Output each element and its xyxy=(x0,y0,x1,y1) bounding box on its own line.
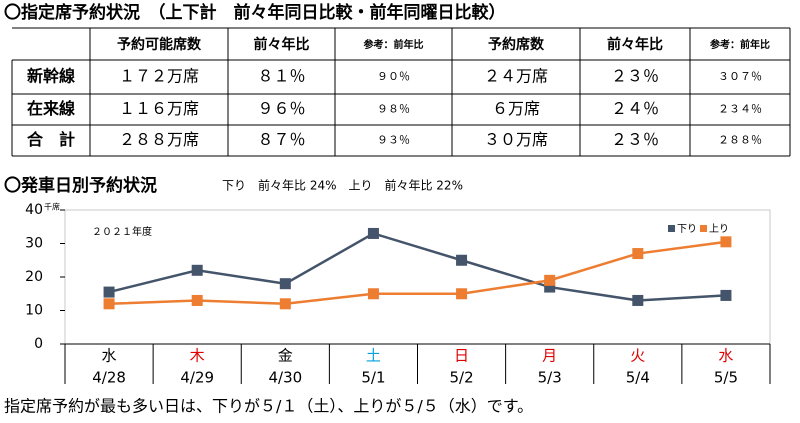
table-cell: ２８８％ xyxy=(718,134,762,147)
weekday-label: 水 xyxy=(102,347,117,365)
x-tick-label: 5/1 xyxy=(361,369,385,387)
marker xyxy=(720,289,732,301)
marker xyxy=(367,288,379,300)
table-header: 前々年比 xyxy=(607,36,663,53)
table-header: 予約可能席数 xyxy=(117,36,202,53)
legend-label: 上り xyxy=(709,223,729,235)
table-cell: ８７％ xyxy=(257,130,305,149)
marker xyxy=(279,278,291,290)
table-header: 参考：前年比 xyxy=(364,38,424,51)
table-cell: ９３％ xyxy=(377,134,410,147)
marker xyxy=(279,298,291,310)
marker xyxy=(456,288,468,300)
table-cell: １１６万席 xyxy=(119,99,199,118)
weekday-label: 水 xyxy=(718,347,733,365)
weekday-label: 土 xyxy=(366,347,381,365)
legend-label: 下り xyxy=(677,223,697,235)
series-line xyxy=(108,232,727,302)
table-cell: ９８％ xyxy=(377,103,410,116)
y-unit: 千席 xyxy=(44,202,60,212)
y-tick-label: 40 xyxy=(25,202,43,218)
table-cell: ６万席 xyxy=(492,99,540,118)
marker xyxy=(367,227,379,239)
legend-swatch xyxy=(700,225,707,232)
x-tick-label: 5/4 xyxy=(626,369,650,387)
table-cell: ３０７％ xyxy=(718,70,762,83)
series-line xyxy=(109,240,727,306)
table-cell: １７２万席 xyxy=(119,67,199,86)
y-tick-label: 30 xyxy=(25,236,43,252)
table-cell: 在来線 xyxy=(27,99,75,118)
table-header: 参考：前年比 xyxy=(710,38,770,51)
chart-heading: 〇発車日別予約状況 xyxy=(4,175,157,196)
marker xyxy=(720,236,732,248)
table-cell: ３０万席 xyxy=(484,130,548,149)
y-tick-label: 0 xyxy=(34,336,43,352)
table-cell: ２４万席 xyxy=(484,67,548,86)
x-tick-label: 5/3 xyxy=(538,369,562,387)
table-cell: ９６％ xyxy=(257,99,305,118)
marker xyxy=(544,274,556,286)
x-tick-label: 4/30 xyxy=(268,369,302,387)
table-cell: 新幹線 xyxy=(27,67,75,86)
table-cell: ２８８万席 xyxy=(119,130,199,149)
marker xyxy=(103,298,115,310)
weekday-label: 金 xyxy=(278,347,293,365)
table-cell: ２３％ xyxy=(611,67,659,86)
weekday-label: 月 xyxy=(542,347,557,365)
marker xyxy=(544,281,556,293)
table-cell: 合 計 xyxy=(27,130,75,149)
table-cell: ２３４％ xyxy=(718,103,762,116)
weekday-label: 木 xyxy=(190,347,205,365)
marker xyxy=(103,286,115,298)
x-tick-label: 5/2 xyxy=(449,369,473,387)
table-header: 前々年比 xyxy=(254,36,310,53)
marker xyxy=(191,294,203,306)
table-header: 予約席数 xyxy=(488,36,545,53)
weekday-label: 火 xyxy=(630,347,645,365)
marker xyxy=(632,248,644,260)
marker xyxy=(191,264,203,276)
x-tick-label: 4/29 xyxy=(180,369,214,387)
chart-subheading: 下り 前々年比 24% 上り 前々年比 22% xyxy=(222,178,463,193)
table-cell: ２４％ xyxy=(611,99,659,118)
table-cell: ９０％ xyxy=(377,70,410,83)
annotation: ２０２１年度 xyxy=(92,225,152,238)
y-tick-label: 20 xyxy=(25,269,43,285)
heading: 〇指定席予約状況 （上下計 前々年同日比較・前年同曜日比較） xyxy=(4,2,506,23)
legend-swatch xyxy=(668,225,675,232)
y-tick-label: 10 xyxy=(25,303,43,319)
weekday-label: 日 xyxy=(454,347,469,365)
x-tick-label: 4/28 xyxy=(92,369,126,387)
table-cell: ２３％ xyxy=(611,130,659,149)
x-tick-label: 5/5 xyxy=(714,369,738,387)
marker xyxy=(632,294,644,306)
table-cell: ８１％ xyxy=(257,67,305,86)
footer: 指定席予約が最も多い日は、下りが５/１（土）、上りが５/５（水）です。 xyxy=(4,397,533,416)
marker xyxy=(456,254,468,266)
